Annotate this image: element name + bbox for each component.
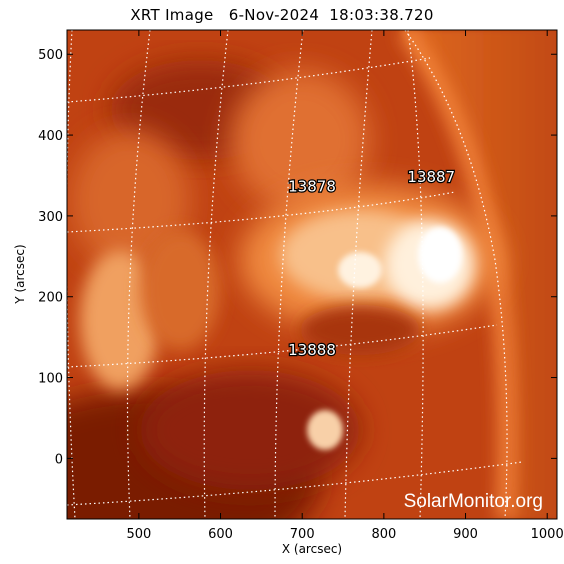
x-axis-title: X (arcsec) xyxy=(282,542,342,556)
y-tick-label: 200 xyxy=(38,291,63,306)
plot-title: XRT Image 6-Nov-2024 18:03:38.720 xyxy=(130,6,434,24)
y-axis-title: Y (arcsec) xyxy=(13,244,27,304)
y-tick-label: 300 xyxy=(38,210,63,225)
x-tick-label: 1000 xyxy=(531,527,564,542)
active-region-label: 13888 xyxy=(288,341,336,359)
x-tick-label: 600 xyxy=(208,527,233,542)
plot-frame xyxy=(66,29,558,520)
y-tick-label: 0 xyxy=(55,452,63,467)
watermark: SolarMonitor.org xyxy=(404,491,543,512)
x-tick-label: 800 xyxy=(371,527,396,542)
heliographic-grid xyxy=(67,30,523,519)
y-tick-label: 500 xyxy=(38,48,63,63)
active-region-label: 13887 xyxy=(407,168,455,186)
x-axis: 500 600 700 800 900 1000 xyxy=(126,30,564,542)
y-tick-label: 400 xyxy=(38,129,63,144)
y-axis: 0 100 200 300 400 500 xyxy=(38,48,557,467)
xrt-image xyxy=(67,30,557,519)
y-tick-label: 100 xyxy=(38,372,63,387)
x-tick-label: 900 xyxy=(453,527,478,542)
x-tick-label: 500 xyxy=(126,527,151,542)
active-region-labels: 13878 13887 13888 xyxy=(287,167,456,360)
x-tick-label: 700 xyxy=(290,527,315,542)
active-region-label: 13878 xyxy=(288,178,336,196)
